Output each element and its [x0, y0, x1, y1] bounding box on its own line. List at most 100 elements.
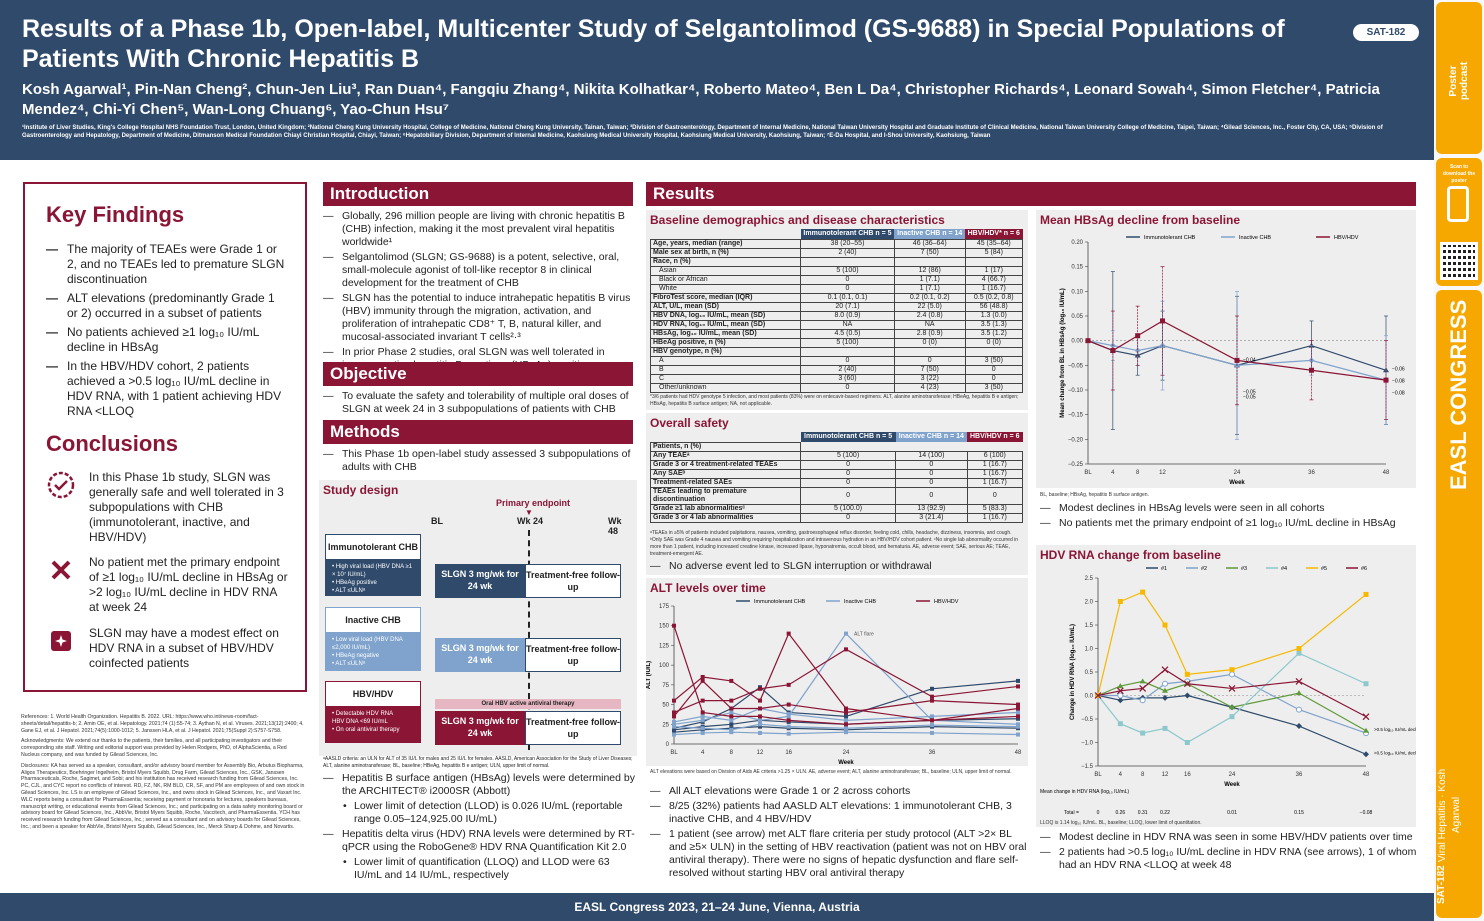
y-tick-label: −1.0	[1081, 741, 1094, 747]
hdv-point	[1296, 650, 1302, 656]
y-tick-label: 0.10	[1071, 289, 1083, 295]
hbsag-panel	[1036, 210, 1416, 488]
hbsag-point	[1234, 357, 1240, 363]
hdv-point	[1362, 713, 1370, 721]
alt-point	[672, 730, 676, 735]
arm-inactive: SLGN 3 mg/wk for 24 wk	[435, 638, 525, 672]
y-tick-label: 1.0	[1085, 647, 1094, 653]
alt-point	[786, 731, 791, 736]
sparkle-icon	[46, 626, 76, 656]
scan-label: Scan to download the poster	[1442, 164, 1476, 184]
safety-check-icon	[46, 470, 76, 500]
alt-series-line	[673, 680, 1019, 729]
hbsag-point	[1309, 367, 1314, 373]
hbsag-label-48: −0.06	[1392, 366, 1405, 372]
primary-endpoint-label: Primary endpoint	[496, 498, 571, 508]
alt-point	[1016, 678, 1020, 683]
arm-immunotolerant: SLGN 3 mg/wk for 24 wk	[435, 564, 525, 598]
alt-point	[700, 674, 705, 679]
hdv-annotation: >0.5 log₁₀ IU/mL decline	[1374, 750, 1416, 755]
x-tick-label: 24	[1229, 772, 1236, 778]
hdv-point	[1363, 727, 1369, 733]
legend-label: HBV/HDV	[934, 599, 959, 605]
y-tick-label: 125	[659, 643, 670, 649]
hbsag-point	[1085, 338, 1091, 344]
alt-point	[1016, 722, 1020, 727]
legend-label: #1	[1161, 566, 1167, 572]
x-axis-title: Week	[1229, 480, 1245, 486]
x-tick-label: 36	[1296, 772, 1303, 778]
y-tick-label: 0.0	[1085, 694, 1094, 700]
col-hbv-hdv: HBV/HDV* n = 6	[965, 229, 1023, 240]
followup-hbv-hdv: Treatment-free follow-up	[525, 711, 621, 745]
y-tick-label: 150	[659, 624, 670, 630]
alt-point	[844, 730, 848, 735]
x-tick-label: 8	[730, 750, 734, 756]
alt-point	[844, 710, 848, 715]
x-tick-label: 24	[1234, 470, 1241, 476]
x-tick-label: 12	[1162, 772, 1169, 778]
hbsag-bullets: Modest declines in HBsAg levels were see…	[1040, 502, 1420, 532]
alt-point	[786, 724, 791, 729]
y-tick-label: −0.20	[1068, 437, 1084, 443]
x-tick-label: 4	[701, 750, 705, 756]
hdv-point	[1094, 692, 1102, 699]
poster-footer: EASL Congress 2023, 21–24 June, Vienna, …	[0, 893, 1434, 921]
legend-label: #6	[1361, 566, 1367, 572]
baseline-row: FibroTest score, median (IQR) 0.1 (0.1, 0…	[650, 293, 1024, 303]
alt-point	[729, 722, 734, 727]
x-tick-label: 8	[1136, 470, 1140, 476]
poster-id-badge: SAT-182	[1353, 24, 1419, 41]
cross-icon	[46, 555, 76, 585]
alt-point	[672, 698, 676, 703]
x-tick-label: 24	[843, 750, 850, 756]
y-axis-title: Mean change from BL in HBsAg (log₁₀ IU/m…	[1060, 288, 1066, 417]
alt-point	[786, 682, 791, 687]
affiliations: ¹Institute of Liver Studies, King's Coll…	[22, 125, 1383, 139]
hbsag-point	[1110, 348, 1116, 354]
x-tick-label: 36	[929, 750, 936, 756]
cohort-hbv-hdv: HBV/HDV • Detectable HDV RNA HBV DNA <69…	[325, 681, 421, 743]
key-finding-item: ALT elevations (predominantly Grade 1 or…	[46, 291, 286, 321]
x-tick-label: 16	[785, 750, 792, 756]
alt-point	[786, 631, 791, 636]
alt-point	[672, 724, 676, 729]
followup-immunotolerant: Treatment-free follow-up	[525, 564, 621, 598]
safety-title: Overall safety	[650, 416, 729, 430]
hbsag-title: Mean HBsAg decline from baseline	[1040, 213, 1241, 227]
y-tick-label: 175	[659, 604, 670, 610]
alt-point	[672, 732, 676, 737]
congress-logo: EASL CONGRESS 2023	[1446, 299, 1471, 491]
qr-code[interactable]	[1440, 242, 1478, 280]
x-tick-label: BL	[1084, 470, 1092, 476]
hdv-panel	[1036, 545, 1416, 827]
x-axis-title: Week	[838, 760, 854, 766]
hbsag-footnote: BL, baseline; HBsAg, hepatitis B surface…	[1040, 492, 1149, 498]
hbsag-label-48: −0.08	[1392, 378, 1405, 384]
x-tick-label: 16	[1184, 772, 1191, 778]
hdv-point	[1162, 680, 1168, 687]
y-tick-label: 0.15	[1071, 265, 1083, 271]
baseline-table: Immunotolerant CHB n = 5 Inactive CHB n …	[650, 229, 1024, 393]
alt-point	[672, 722, 676, 727]
legend-label: #2	[1201, 566, 1207, 572]
introduction-text: Globally, 296 million people are living …	[323, 210, 635, 387]
followup-inactive: Treatment-free follow-up	[525, 638, 621, 672]
podcast-panel[interactable]	[1436, 2, 1482, 154]
alt-point	[700, 714, 705, 719]
wk48-label: Wk 48	[608, 516, 622, 536]
hdv-point	[1184, 671, 1190, 677]
y-tick-label: 0.5	[1085, 670, 1094, 676]
alt-series-line	[673, 680, 1019, 717]
alt-point	[844, 631, 848, 636]
legend-label: #3	[1241, 566, 1247, 572]
alt-point	[700, 678, 705, 683]
alt-footnote: ALT elevations were based on Division of…	[650, 769, 1012, 775]
alt-point	[1016, 714, 1020, 719]
hbsag-point	[1135, 333, 1141, 339]
hdv-series-line	[1097, 694, 1367, 755]
hbsag-point	[1383, 377, 1389, 383]
legend-label: Inactive CHB	[1239, 235, 1271, 241]
